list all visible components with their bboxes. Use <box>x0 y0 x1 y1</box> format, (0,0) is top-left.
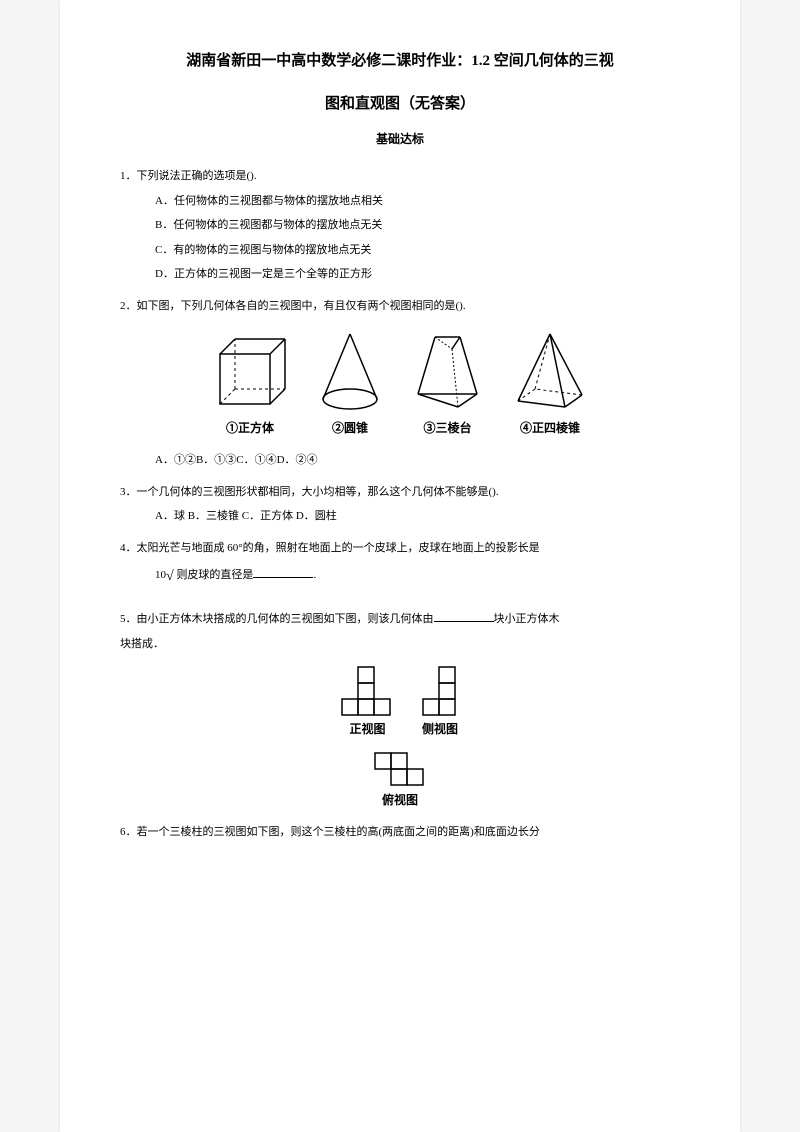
frustum-label: ③三棱台 <box>423 421 471 435</box>
q2-opts: A．①②B．①③C．①④D．②④ <box>155 452 680 469</box>
q4-num: 10 <box>155 569 166 581</box>
q1-opt-d: D．正方体的三视图一定是三个全等的正方形 <box>155 266 680 283</box>
q1-opt-a: A．任何物体的三视图都与物体的摆放地点相关 <box>155 193 680 210</box>
side-view-icon <box>418 662 463 717</box>
q3-opts: A．球 B．三棱锥 C．正方体 D．圆柱 <box>155 508 680 525</box>
pyramid-icon <box>510 329 590 414</box>
q4-text-d: . <box>313 569 316 581</box>
question-2: 2．如下图，下列几何体各自的三视图中，有且仅有两个视图相同的是(). ①正方体 <box>120 298 680 469</box>
figure-pyramid: ④正四棱锥 <box>510 329 590 437</box>
subtitle: 基础达标 <box>120 130 680 148</box>
q1-opt-b: B．任何物体的三视图都与物体的摆放地点无关 <box>155 217 680 234</box>
side-view: 侧视图 <box>418 662 463 738</box>
front-view-label: 正视图 <box>349 722 385 736</box>
pyramid-label: ④正四棱锥 <box>520 421 580 435</box>
figure-frustum: ③三棱台 <box>410 329 485 437</box>
top-view-label: 俯视图 <box>382 793 418 807</box>
question-3: 3．一个几何体的三视图形状都相同，大小均相等，那么这个几何体不能够是(). A．… <box>120 484 680 525</box>
side-view-label: 侧视图 <box>422 722 458 736</box>
views-row-1: 正视图 侧视图 <box>338 662 463 738</box>
title-line-1: 湖南省新田一中高中数学必修二课时作业：1.2 空间几何体的三视 <box>120 50 680 73</box>
question-4: 4．太阳光芒与地面成 60°的角，照射在地面上的一个皮球上，皮球在地面上的投影长… <box>120 540 680 586</box>
q6-text: 6．若一个三棱柱的三视图如下图，则这个三棱柱的高(两底面之间的距离)和底面边长分 <box>120 826 540 838</box>
blank-field <box>253 566 313 578</box>
frustum-icon <box>410 329 485 414</box>
q2-text: 2．如下图，下列几何体各自的三视图中，有且仅有两个视图相同的是(). <box>120 300 466 312</box>
top-view: 俯视图 <box>370 748 430 809</box>
blank-field-2 <box>434 610 494 622</box>
front-view: 正视图 <box>338 662 398 738</box>
q5-text-b: 块小正方体木 <box>494 613 560 625</box>
q1-text: 1．下列说法正确的选项是(). <box>120 170 257 182</box>
question-5: 5．由小正方体木块搭成的几何体的三视图如下图，则该几何体由 块小正方体木 块搭成．… <box>120 610 680 809</box>
views-row-2: 俯视图 <box>370 748 430 809</box>
q5-views: 正视图 侧视图 <box>120 662 680 809</box>
q4-text-c: 则皮球的直径是 <box>176 569 253 581</box>
top-view-icon <box>370 748 430 788</box>
cone-icon <box>315 329 385 414</box>
cube-label: ①正方体 <box>226 421 274 435</box>
question-6: 6．若一个三棱柱的三视图如下图，则这个三棱柱的高(两底面之间的距离)和底面边长分 <box>120 824 680 841</box>
q3-text: 3．一个几何体的三视图形状都相同，大小均相等，那么这个几何体不能够是(). <box>120 486 499 498</box>
figure-cone: ②圆锥 <box>315 329 385 437</box>
q5-text-a: 5．由小正方体木块搭成的几何体的三视图如下图，则该几何体由 <box>120 613 434 625</box>
cone-label: ②圆锥 <box>332 421 368 435</box>
q1-opt-c: C．有的物体的三视图与物体的摆放地点无关 <box>155 242 680 259</box>
document-page: 湖南省新田一中高中数学必修二课时作业：1.2 空间几何体的三视 图和直观图（无答… <box>60 0 740 1132</box>
front-view-icon <box>338 662 398 717</box>
question-1: 1．下列说法正确的选项是(). A．任何物体的三视图都与物体的摆放地点相关 B．… <box>120 168 680 283</box>
figure-cube: ①正方体 <box>210 334 290 437</box>
q4-line2: 10√ 则皮球的直径是. <box>155 564 680 585</box>
cube-icon <box>210 334 290 414</box>
sqrt-icon: √ <box>166 569 174 584</box>
q1-options: A．任何物体的三视图都与物体的摆放地点相关 B．任何物体的三视图都与物体的摆放地… <box>155 193 680 283</box>
q5-text-c: 块搭成． <box>120 636 680 653</box>
q2-figures: ①正方体 ②圆锥 <box>120 329 680 437</box>
title-line-2: 图和直观图（无答案） <box>120 93 680 116</box>
q4-line1: 4．太阳光芒与地面成 60°的角，照射在地面上的一个皮球上，皮球在地面上的投影长… <box>120 540 680 557</box>
